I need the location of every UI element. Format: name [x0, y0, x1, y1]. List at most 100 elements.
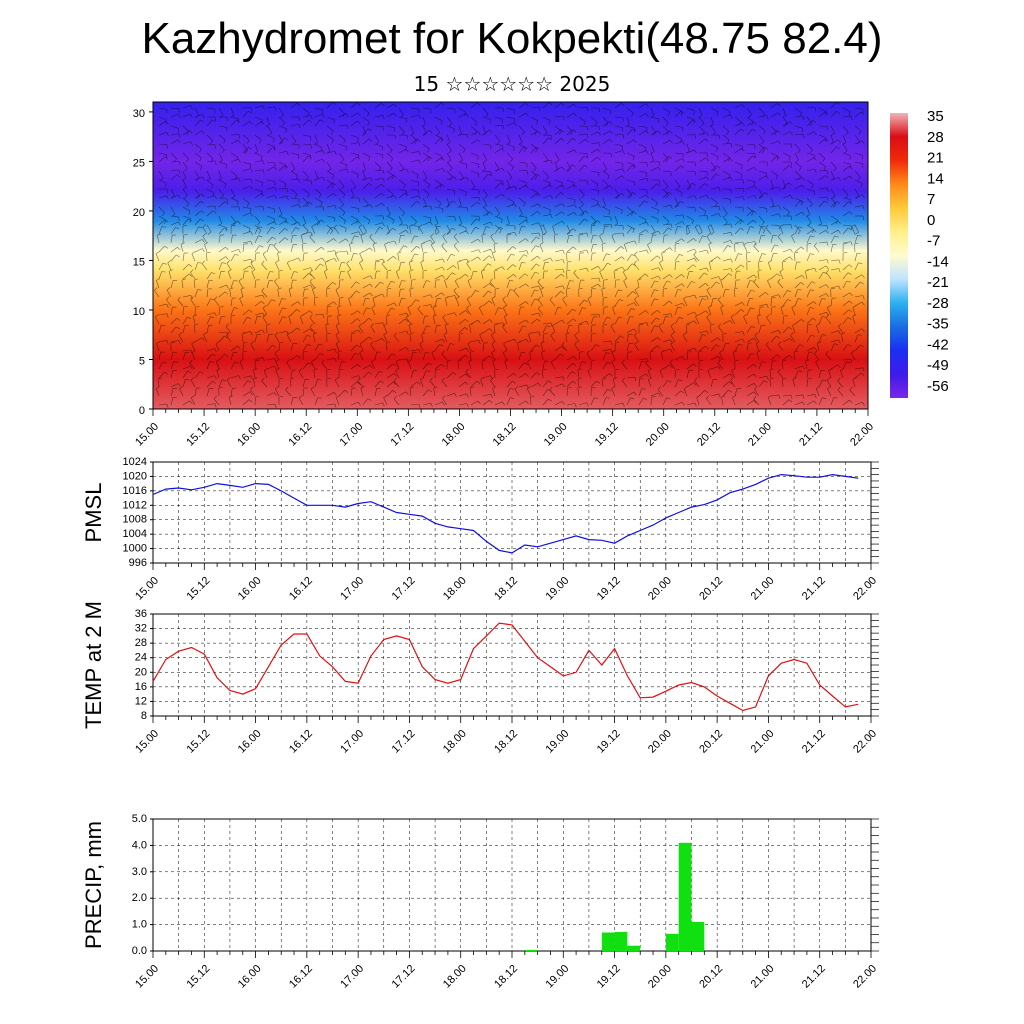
wind-barb — [326, 392, 335, 397]
wind-barb — [614, 175, 622, 181]
wind-barb — [650, 337, 658, 343]
wind-barb-flag — [716, 165, 721, 169]
wind-barb — [818, 196, 827, 199]
wind-barb — [566, 179, 575, 184]
wind-barb — [326, 288, 328, 298]
wind-barb — [350, 363, 358, 370]
wind-barb — [599, 235, 604, 244]
wind-barb-flag — [421, 124, 426, 127]
wind-barb-flag — [433, 305, 438, 308]
wind-barb-flag — [247, 316, 252, 320]
heatmap-ytick-label: 15 — [133, 256, 145, 268]
wind-barb-flag — [321, 359, 325, 364]
wind-barb-flag — [284, 137, 288, 141]
wind-barb-flag — [769, 187, 774, 190]
wind-barb — [638, 221, 647, 226]
wind-barb-flag — [503, 305, 507, 309]
colorbar-label: -49 — [927, 357, 949, 374]
wind-barb — [386, 227, 393, 235]
wind-barb-flag — [753, 364, 757, 368]
wind-barb — [830, 268, 839, 271]
wind-barb-flag — [831, 195, 836, 199]
wind-barb-flag — [253, 368, 258, 371]
wind-barb-flag — [262, 314, 267, 318]
wind-barb-flag — [310, 267, 313, 272]
wind-barb-flag — [836, 201, 841, 204]
wind-barb-flag — [274, 221, 277, 226]
wind-barb-flag — [184, 168, 188, 172]
wind-barb — [338, 271, 342, 280]
temp-xtick-label: 21.00 — [749, 728, 777, 756]
wind-barb — [650, 392, 659, 397]
wind-barb — [326, 348, 335, 352]
wind-barb-flag — [726, 139, 730, 144]
wind-barb-flag — [790, 394, 793, 399]
wind-barb — [770, 125, 778, 132]
wind-barb-flag — [791, 305, 796, 308]
wind-barb — [467, 280, 472, 289]
wind-barb-flag — [761, 253, 766, 255]
wind-barb-flag — [282, 307, 287, 310]
wind-barb-flag — [791, 233, 795, 237]
wind-barb — [650, 310, 658, 316]
wind-barb-flag — [409, 269, 414, 272]
wind-barb-flag — [319, 353, 324, 356]
wind-barb-flag — [646, 322, 649, 327]
temp-series-line — [152, 622, 859, 712]
wind-barb-flag — [656, 183, 661, 187]
wind-barb-flag — [537, 318, 541, 322]
wind-barb — [261, 263, 268, 271]
wind-barb — [578, 320, 587, 325]
wind-barb-flag — [502, 322, 505, 327]
pmsl-xtick-label: 20.12 — [697, 575, 725, 603]
wind-barb — [410, 245, 417, 253]
wind-barb — [254, 226, 259, 235]
wind-barb-flag — [484, 195, 488, 199]
wind-barb — [170, 133, 179, 136]
wind-barb — [686, 206, 696, 208]
wind-barb-flag — [638, 324, 643, 326]
wind-barb — [734, 122, 743, 127]
wind-barb — [446, 116, 453, 124]
wind-barb — [686, 224, 691, 233]
temp-xtick-label: 15.12 — [184, 728, 212, 756]
wind-barb — [530, 125, 538, 132]
wind-barb-flag — [431, 350, 436, 353]
wind-barb-flag — [253, 377, 258, 380]
wind-barb — [362, 247, 371, 253]
wind-barb-flag — [355, 281, 360, 284]
wind-barb-flag — [481, 169, 486, 172]
wind-barb — [566, 161, 571, 170]
wind-barb-flag — [373, 242, 378, 245]
wind-barb — [770, 394, 779, 397]
wind-barb-flag — [489, 119, 491, 124]
wind-barb-flag — [536, 146, 540, 150]
wind-barb — [518, 112, 527, 118]
wind-barb-flag — [427, 157, 430, 162]
wind-barb-flag — [841, 332, 846, 335]
wind-barb-flag — [255, 396, 260, 398]
wind-barb — [290, 370, 293, 379]
wind-barb — [626, 179, 635, 183]
wind-barb — [278, 215, 287, 220]
wind-barb — [566, 387, 568, 397]
wind-barb-flag — [826, 196, 829, 201]
wind-barb-flag — [753, 395, 757, 400]
wind-barb-flag — [341, 159, 345, 163]
wind-barb-flag — [681, 274, 685, 278]
wind-barb — [302, 107, 310, 114]
wind-barb — [182, 234, 184, 244]
wind-barb — [578, 232, 587, 235]
wind-barb-flag — [322, 257, 325, 262]
wind-barb-flag — [789, 131, 793, 135]
wind-barb — [206, 152, 214, 159]
wind-barb-flag — [250, 386, 254, 390]
wind-barb — [614, 150, 623, 154]
wind-barb — [398, 391, 406, 397]
wind-barb — [314, 197, 323, 203]
wind-barb-flag — [701, 334, 706, 336]
wind-barb — [602, 397, 607, 406]
wind-barb — [854, 152, 863, 156]
wind-barb — [242, 206, 251, 209]
wind-barb — [470, 339, 479, 343]
